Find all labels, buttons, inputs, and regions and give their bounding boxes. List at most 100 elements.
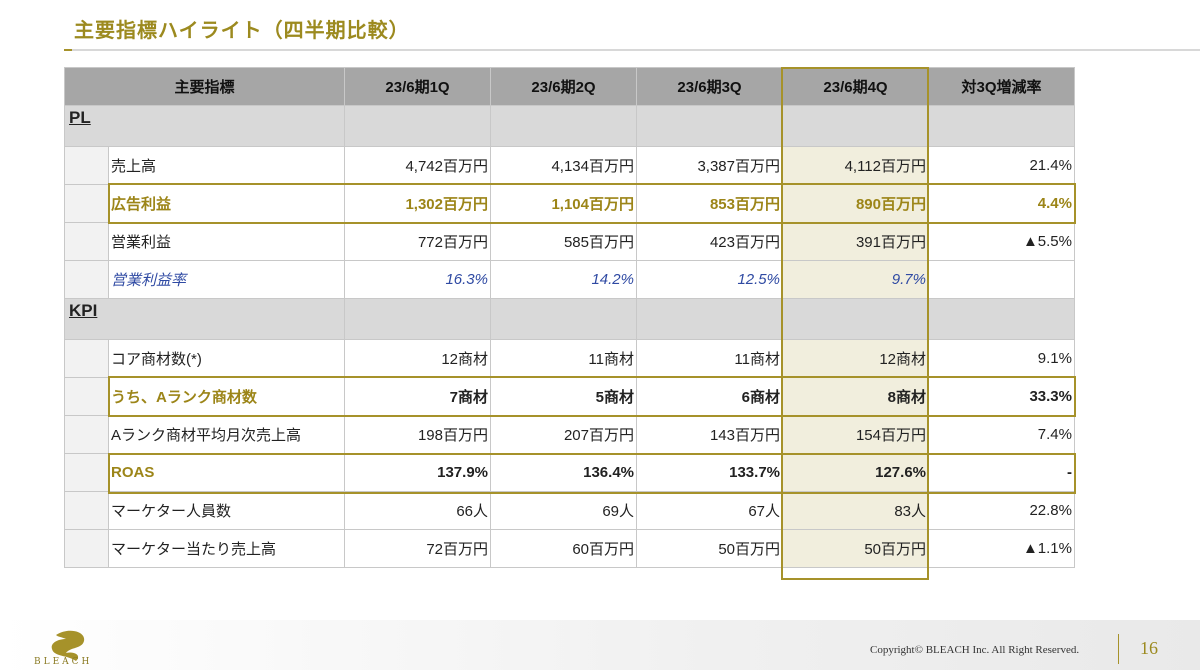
row-label: ROAS: [108, 453, 345, 492]
table-row: 営業利益率 16.3% 14.2% 12.5% 9.7%: [64, 260, 1075, 299]
cell-value: 50百万円: [636, 529, 783, 568]
cell-change: 22.8%: [928, 491, 1075, 530]
cell-value: 143百万円: [636, 415, 783, 454]
section-label-pl: PL: [64, 105, 345, 147]
row-label: 営業利益率: [108, 260, 345, 299]
cell-value: 69人: [490, 491, 637, 530]
section-cell: [344, 298, 491, 340]
cell-change: 33.3%: [928, 377, 1075, 416]
row-gutter: [64, 339, 109, 378]
row-label: 売上高: [108, 146, 345, 185]
section-cell: [928, 105, 1075, 147]
kpi-comparison-table: 主要指標 23/6期1Q 23/6期2Q 23/6期3Q 23/6期4Q 対3Q…: [64, 67, 1075, 568]
cell-value: 7商材: [344, 377, 491, 416]
cell-value: 136.4%: [490, 453, 637, 492]
cell-value: 67人: [636, 491, 783, 530]
cell-value: 9.7%: [782, 260, 929, 299]
row-gutter: [64, 415, 109, 454]
row-gutter: [64, 260, 109, 299]
table-row: 売上高 4,742百万円 4,134百万円 3,387百万円 4,112百万円 …: [64, 146, 1075, 185]
cell-value: 585百万円: [490, 222, 637, 261]
cell-change: 4.4%: [928, 184, 1075, 223]
table-row: マーケター人員数 66人 69人 67人 83人 22.8%: [64, 491, 1075, 530]
section-cell: [782, 105, 929, 147]
header-metric: 主要指標: [64, 67, 345, 106]
cell-value: 391百万円: [782, 222, 929, 261]
section-cell: [344, 105, 491, 147]
section-cell: [636, 298, 783, 340]
row-gutter: [64, 222, 109, 261]
page-number-divider: [1118, 634, 1119, 664]
cell-value: 6商材: [636, 377, 783, 416]
table-row-highlighted: 広告利益 1,302百万円 1,104百万円 853百万円 890百万円 4.4…: [64, 184, 1075, 223]
cell-change: -: [928, 453, 1075, 492]
copyright-text: Copyright© BLEACH Inc. All Right Reserve…: [870, 644, 1080, 656]
footer-band: [0, 620, 1200, 670]
header-2q: 23/6期2Q: [490, 67, 637, 106]
cell-value: 133.7%: [636, 453, 783, 492]
cell-value: 83人: [782, 491, 929, 530]
row-label: 広告利益: [108, 184, 345, 223]
cell-value: 8商材: [782, 377, 929, 416]
page-number: 16: [1140, 638, 1158, 658]
cell-value: 50百万円: [782, 529, 929, 568]
table-row: コア商材数(*) 12商材 11商材 11商材 12商材 9.1%: [64, 339, 1075, 378]
row-label: Aランク商材平均月次売上高: [108, 415, 345, 454]
cell-value: 890百万円: [782, 184, 929, 223]
cell-value: 72百万円: [344, 529, 491, 568]
row-gutter: [64, 491, 109, 530]
section-cell: [490, 105, 637, 147]
cell-value: 16.3%: [344, 260, 491, 299]
cell-value: 12商材: [344, 339, 491, 378]
cell-value: 198百万円: [344, 415, 491, 454]
cell-value: 853百万円: [636, 184, 783, 223]
cell-value: 11商材: [490, 339, 637, 378]
cell-value: 11商材: [636, 339, 783, 378]
cell-change: 7.4%: [928, 415, 1075, 454]
row-gutter: [64, 184, 109, 223]
section-row-pl: PL: [64, 105, 1075, 147]
header-1q: 23/6期1Q: [344, 67, 491, 106]
cell-value: 423百万円: [636, 222, 783, 261]
table-row-highlighted: うち、Aランク商材数 7商材 5商材 6商材 8商材 33.3%: [64, 377, 1075, 416]
cell-value: 5商材: [490, 377, 637, 416]
bleach-logo-icon: [51, 630, 85, 661]
section-cell: [782, 298, 929, 340]
table-header-row: 主要指標 23/6期1Q 23/6期2Q 23/6期3Q 23/6期4Q 対3Q…: [64, 67, 1075, 106]
table-row: Aランク商材平均月次売上高 198百万円 207百万円 143百万円 154百万…: [64, 415, 1075, 454]
logo-wordmark: BLEACH: [34, 657, 93, 667]
row-label: マーケター当たり売上高: [108, 529, 345, 568]
section-cell: [490, 298, 637, 340]
row-label: うち、Aランク商材数: [108, 377, 345, 416]
row-gutter: [64, 146, 109, 185]
table-row-highlighted: ROAS 137.9% 136.4% 133.7% 127.6% -: [64, 453, 1075, 492]
cell-value: 3,387百万円: [636, 146, 783, 185]
cell-value: 1,302百万円: [344, 184, 491, 223]
cell-value: 127.6%: [782, 453, 929, 492]
cell-change: ▲1.1%: [928, 529, 1075, 568]
cell-value: 12.5%: [636, 260, 783, 299]
cell-value: 772百万円: [344, 222, 491, 261]
cell-value: 207百万円: [490, 415, 637, 454]
section-row-kpi: KPI: [64, 298, 1075, 340]
row-label: 営業利益: [108, 222, 345, 261]
row-gutter: [64, 377, 109, 416]
cell-value: 1,104百万円: [490, 184, 637, 223]
cell-value: 4,134百万円: [490, 146, 637, 185]
cell-value: 137.9%: [344, 453, 491, 492]
header-3q: 23/6期3Q: [636, 67, 783, 106]
row-label: マーケター人員数: [108, 491, 345, 530]
cell-change: 21.4%: [928, 146, 1075, 185]
table-row: 営業利益 772百万円 585百万円 423百万円 391百万円 ▲5.5%: [64, 222, 1075, 261]
table-row: マーケター当たり売上高 72百万円 60百万円 50百万円 50百万円 ▲1.1…: [64, 529, 1075, 568]
section-cell: [928, 298, 1075, 340]
cell-value: 154百万円: [782, 415, 929, 454]
cell-value: 14.2%: [490, 260, 637, 299]
cell-value: 60百万円: [490, 529, 637, 568]
cell-value: 4,112百万円: [782, 146, 929, 185]
header-4q: 23/6期4Q: [782, 67, 929, 106]
cell-change: ▲5.5%: [928, 222, 1075, 261]
title-divider: [64, 49, 1200, 51]
section-label-kpi: KPI: [64, 298, 345, 340]
section-cell: [636, 105, 783, 147]
